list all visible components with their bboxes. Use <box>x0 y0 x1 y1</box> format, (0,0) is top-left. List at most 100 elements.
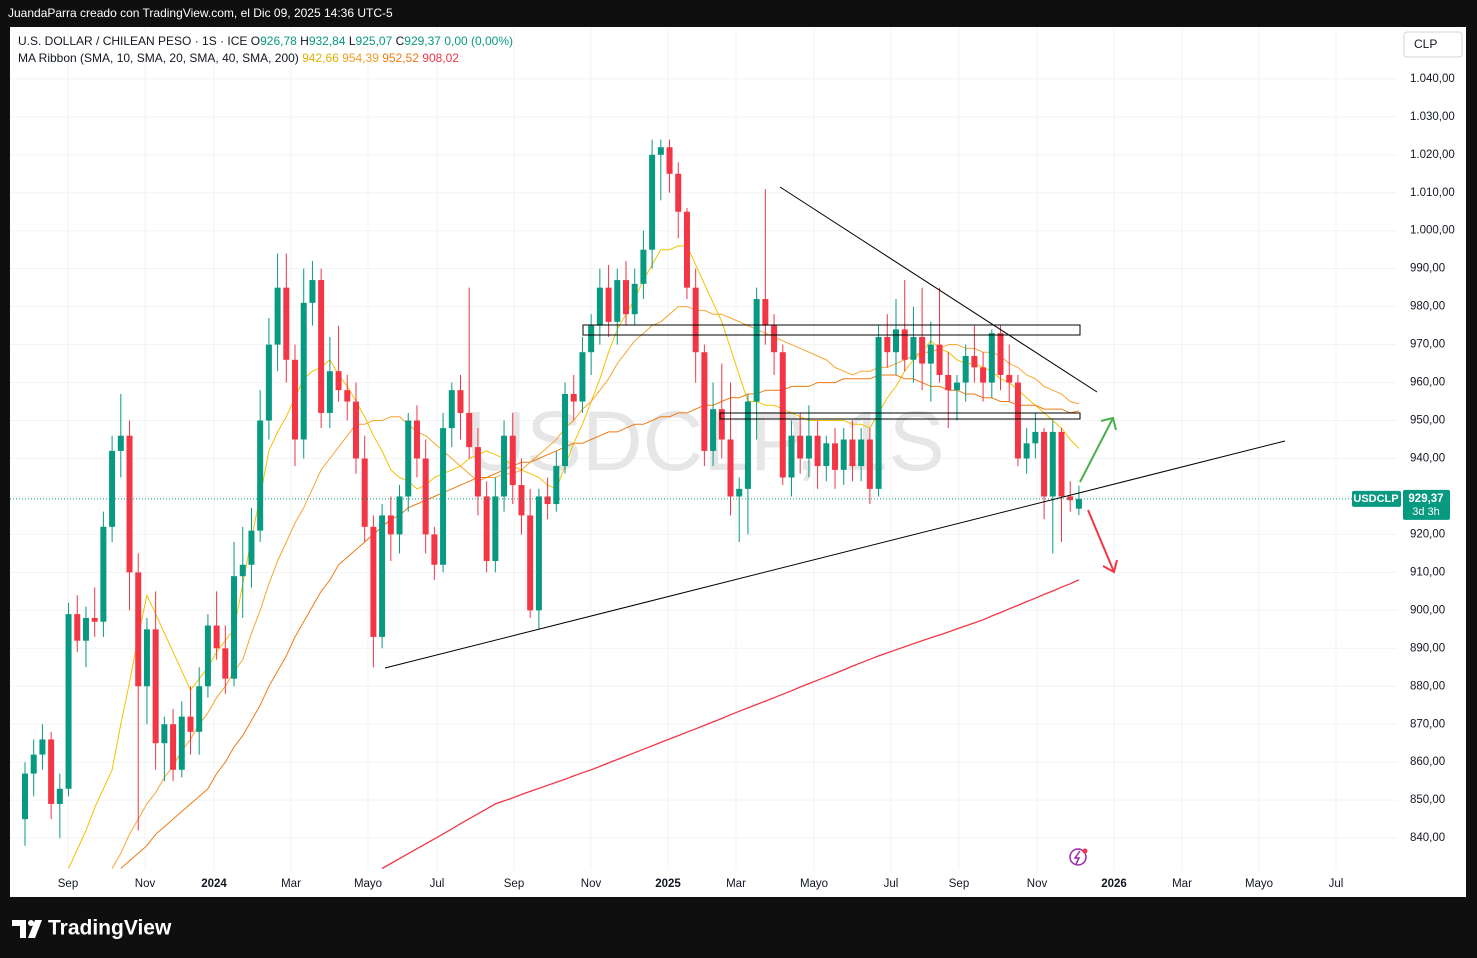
zone-box <box>719 412 1081 420</box>
y-tick-label: 1.040,00 <box>1410 73 1455 85</box>
candle-body <box>971 355 978 368</box>
candle-body <box>170 724 177 770</box>
ohlc-letter: O <box>251 34 260 48</box>
drawings <box>384 186 1286 866</box>
candle-body <box>370 526 377 637</box>
footer <box>0 897 1477 958</box>
candle-body <box>980 367 987 383</box>
candle-body <box>457 390 464 413</box>
candle-body <box>204 625 211 687</box>
candle-body <box>361 458 368 527</box>
candle-body <box>22 773 28 820</box>
candle-body <box>178 716 185 770</box>
candle-body <box>117 435 124 451</box>
x-tick-label: Jul <box>1329 878 1344 890</box>
candle-body <box>823 443 830 467</box>
y-tick-label: 850,00 <box>1410 794 1445 806</box>
candle-body <box>440 428 447 565</box>
candle-body <box>936 344 943 375</box>
candle-body <box>1032 431 1039 444</box>
ohlc-value: 932,84 <box>309 34 346 48</box>
y-tick-label: 890,00 <box>1410 642 1445 654</box>
indicator-name: MA Ribbon (SMA, 10, SMA, 20, SMA, 40, SM… <box>18 51 299 65</box>
ma-value: 952,52 <box>382 51 419 65</box>
candle-body <box>161 724 168 744</box>
candle-body <box>509 435 516 486</box>
plot-area <box>10 139 1397 870</box>
y-tick-label: 1.030,00 <box>1410 111 1455 123</box>
x-tick-label: Mar <box>1172 878 1192 890</box>
y-tick-label: 880,00 <box>1410 680 1445 692</box>
ma-line <box>111 306 1080 869</box>
ohlc-value: 925,07 <box>356 34 393 48</box>
candle-body <box>466 412 473 448</box>
price-tag <box>1403 489 1450 520</box>
trend-line <box>384 440 1286 669</box>
candle-body <box>56 788 63 804</box>
symbol-tag-label: USDCLP <box>1353 493 1398 505</box>
x-tick-label: Mar <box>281 878 301 890</box>
candle-body <box>1023 443 1030 459</box>
candle-body <box>788 435 795 478</box>
x-tick-label: Nov <box>581 878 602 890</box>
x-tick-label: Mayo <box>354 878 382 890</box>
candle-body <box>1075 498 1082 509</box>
candle-body <box>213 625 220 649</box>
candle-body <box>265 344 272 421</box>
candle-body <box>318 280 325 413</box>
axes: 840,00 850,00 860,00 870,00 880,00 890,00 900,… <box>58 73 1455 890</box>
candle-body <box>605 287 612 322</box>
y-tick-label: 900,00 <box>1410 604 1445 616</box>
brand-name: TradingView <box>48 917 172 940</box>
candle-body <box>48 739 55 804</box>
candle-body <box>849 439 856 467</box>
symbol-tag <box>1352 490 1401 507</box>
candle-body <box>431 534 438 565</box>
brand-logo <box>12 920 42 938</box>
currency-button[interactable] <box>1403 31 1463 58</box>
y-tick-label: 990,00 <box>1410 263 1445 275</box>
arrow-up <box>1079 416 1117 483</box>
candle-body <box>814 435 821 467</box>
candle-body <box>805 435 812 459</box>
candle-body <box>344 390 351 402</box>
candle-body <box>657 147 664 155</box>
candle-body <box>614 280 621 322</box>
x-tick-label: Mar <box>726 878 746 890</box>
y-tick-label: 860,00 <box>1410 756 1445 768</box>
candle-body <box>832 443 839 470</box>
change: 0,00 (0,00%) <box>444 34 513 48</box>
candle-body <box>588 325 595 353</box>
candle-body <box>448 390 455 429</box>
alert-icon[interactable] <box>1069 848 1087 866</box>
candle-body <box>1041 431 1048 497</box>
candle-body <box>379 515 386 637</box>
candle-body <box>631 283 638 315</box>
candle-body <box>1014 382 1021 459</box>
candle-body <box>779 352 786 478</box>
x-tick-label: Sep <box>949 878 969 890</box>
candle-body <box>274 287 281 345</box>
candle-body <box>927 344 934 364</box>
candle-body <box>91 617 98 622</box>
y-tick-label: 950,00 <box>1410 415 1445 427</box>
candle-body <box>309 280 316 303</box>
candle-body <box>553 466 560 505</box>
zone-box <box>582 324 1081 336</box>
price-tag-label: 929,37 <box>1408 493 1443 505</box>
candle-body <box>866 439 873 489</box>
candle-body <box>962 355 969 383</box>
candle-body <box>109 450 116 527</box>
ohlc-letter: H <box>300 34 309 48</box>
x-tick-label: Jul <box>884 878 899 890</box>
candle-body <box>666 147 673 174</box>
legend-line: U.S. DOLLAR / CHILEAN PESO · 1S · ICE O9… <box>18 34 513 48</box>
candle-body <box>640 249 647 284</box>
candle-body <box>570 393 577 402</box>
ma-line <box>381 579 1080 870</box>
candle-body <box>292 359 299 440</box>
candle-body <box>744 401 751 489</box>
candle-body <box>988 333 995 383</box>
y-tick-label: 870,00 <box>1410 718 1445 730</box>
candle-body <box>257 420 264 531</box>
